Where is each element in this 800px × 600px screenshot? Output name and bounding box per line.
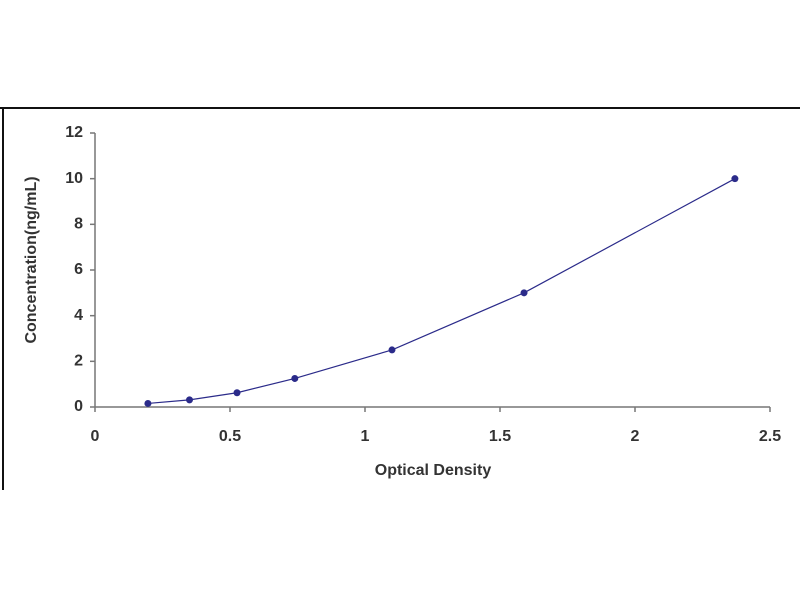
point bbox=[144, 399, 152, 407]
point bbox=[186, 396, 193, 404]
point bbox=[291, 374, 299, 382]
y-axis-title: Concentration(ng/mL) bbox=[23, 176, 40, 343]
x-tick-label: 0 bbox=[91, 428, 100, 445]
y-tick-label: 2 bbox=[74, 353, 83, 370]
x-tick-label: 0.5 bbox=[219, 428, 241, 445]
x-tick-label: 1 bbox=[361, 428, 370, 445]
x-tick-label: 2 bbox=[631, 428, 640, 445]
point bbox=[731, 175, 739, 183]
point bbox=[388, 346, 396, 354]
curve bbox=[147, 178, 736, 405]
y-tick-label: 8 bbox=[74, 216, 83, 233]
y-tick-label: 0 bbox=[74, 398, 83, 415]
x-tick-label: 1.5 bbox=[489, 428, 511, 445]
x-tick-label: 2.5 bbox=[759, 428, 781, 445]
y-tick-label: 12 bbox=[65, 124, 83, 141]
y-tick-label: 4 bbox=[74, 307, 83, 324]
x-axis-title: Optical Density bbox=[375, 462, 492, 479]
y-tick-label: 10 bbox=[65, 170, 83, 187]
point bbox=[233, 389, 241, 397]
point bbox=[520, 289, 528, 297]
y-tick-label: 6 bbox=[74, 261, 83, 278]
